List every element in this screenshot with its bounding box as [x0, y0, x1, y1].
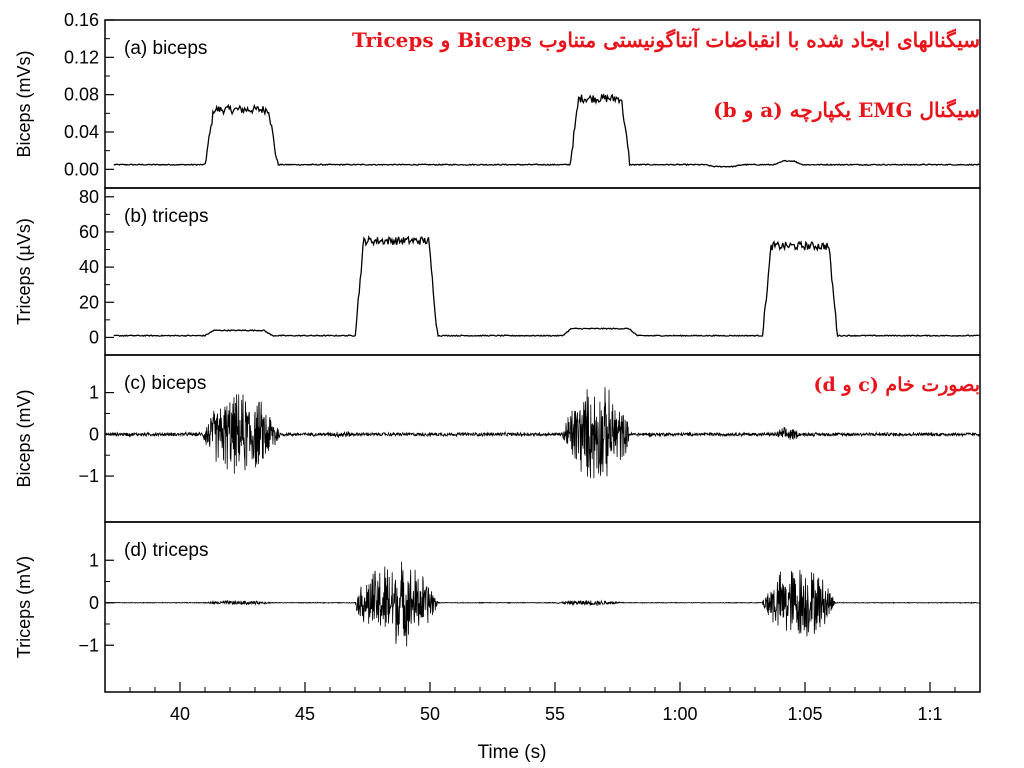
x-tick-label-4: 1:00 [662, 704, 697, 724]
x-tick-label-6: 1:1 [917, 704, 942, 724]
panel-d-label: (d) triceps [124, 540, 208, 561]
panel-a-ytick-label-1: 0.04 [64, 122, 99, 142]
panels-layer: 0.00 0.04 0.08 0.12 0.16 Biceps (mVs) (a) bice… [14, 10, 981, 693]
panel-d-ytick-label-2: 1 [89, 550, 99, 570]
panel-c-trace [105, 387, 981, 479]
panel-a-label: (a) biceps [124, 38, 207, 59]
panel-a-trace [113, 93, 981, 168]
x-tick-label-3: 55 [545, 704, 565, 724]
panel-b-ytick-label-4: 80 [79, 187, 99, 207]
panel-b-ytick-label-1: 20 [79, 292, 99, 312]
x-tick-label-1: 45 [295, 704, 315, 724]
x-tick-label-0: 40 [170, 704, 190, 724]
x-axis-title: Time (s) [478, 742, 547, 763]
panel-b-ytick-label-2: 40 [79, 257, 99, 277]
panel-c-ytick-label-0: −1 [78, 466, 99, 486]
panel-a-ytick-label-2: 0.08 [64, 85, 99, 105]
x-tick-label-5: 1:05 [787, 704, 822, 724]
panel-d-ytick-label-0: −1 [78, 635, 99, 655]
panel-d: −1 0 1 Triceps (mV) (d) triceps [14, 521, 981, 693]
panel-b-ytick-label-0: 0 [89, 327, 99, 347]
panel-b-label: (b) triceps [124, 206, 208, 227]
panel-d-frame [104, 521, 981, 693]
panel-b-ylabel: Triceps (µVs) [14, 218, 34, 325]
x-tick-label-2: 50 [420, 704, 440, 724]
panel-c-ylabel: Biceps (mV) [14, 389, 34, 487]
panel-b-trace [113, 234, 981, 338]
panel-d-ytick-label-1: 0 [89, 593, 99, 613]
panel-b: 0 20 40 60 80 Triceps (µVs) (b) triceps [14, 187, 981, 356]
x-axis: 40 45 50 55 1:00 1:05 1:1 [104, 682, 981, 724]
panel-a-ytick-label-0: 0.00 [64, 159, 99, 179]
annotation-integrated-note: سیگنال EMG یکپارچه (a و b) [713, 98, 980, 122]
panel-d-ylabel: Triceps (mV) [14, 556, 34, 658]
panel-c-ytick-label-1: 0 [89, 424, 99, 444]
panel-d-trace [105, 561, 981, 647]
panel-a-ytick-label-4: 0.16 [64, 10, 99, 30]
panel-c-ytick-label-2: 1 [89, 383, 99, 403]
annotation-title: سیگنالهای ایجاد شده با انقباضات آنتاگونی… [351, 28, 980, 52]
panel-a-ylabel: Biceps (mVs) [14, 50, 34, 157]
annotation-raw-note: بصورت خام (c و d) [813, 374, 980, 396]
panel-a-ytick-label-3: 0.12 [64, 47, 99, 67]
panel-b-ytick-label-3: 60 [79, 222, 99, 242]
panel-c-label: (c) biceps [124, 373, 206, 394]
